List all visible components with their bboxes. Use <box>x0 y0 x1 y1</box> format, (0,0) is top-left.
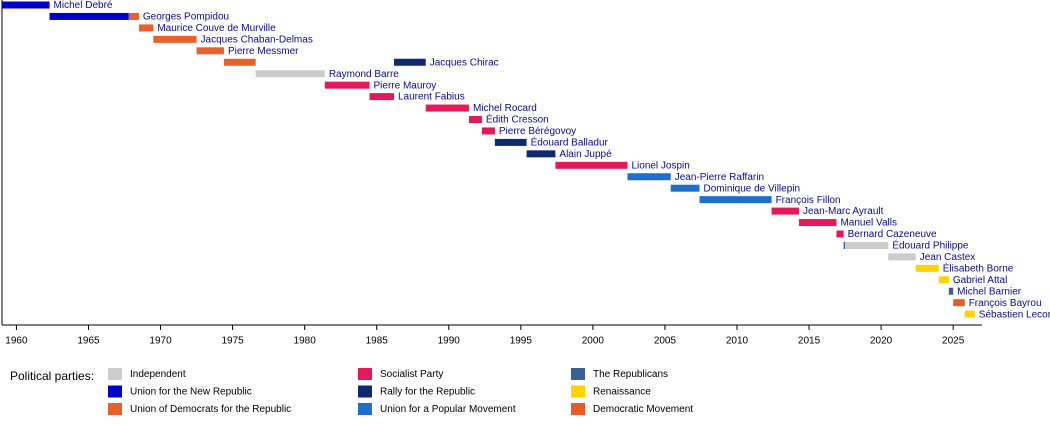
prime-minister-label: Laurent Fabius <box>398 92 465 103</box>
prime-minister-label: Jean Castex <box>920 252 976 263</box>
term-bar <box>369 93 394 101</box>
legend-label: Independent <box>130 369 186 380</box>
x-tick-label: 1980 <box>294 336 317 347</box>
prime-minister-label: Raymond Barre <box>329 69 399 80</box>
legend-label: Democratic Movement <box>593 404 693 415</box>
prime-minister-label: Maurice Couve de Murville <box>157 23 276 34</box>
term-bar <box>915 264 939 272</box>
prime-minister-label: Pierre Messmer <box>228 46 299 57</box>
term-bar <box>699 196 772 204</box>
term-bar <box>888 253 916 261</box>
prime-minister-label: Georges Pompidou <box>143 12 229 23</box>
prime-minister-label: Jean-Pierre Raffarin <box>675 172 764 183</box>
prime-minister-label: Michel Debré <box>54 0 113 11</box>
prime-minister-label: Michel Rocard <box>473 103 537 114</box>
term-bar <box>526 150 556 158</box>
term-bar <box>494 138 527 146</box>
legend-label: Union of Democrats for the Republic <box>130 404 291 415</box>
term-bar <box>481 127 495 135</box>
prime-minister-label: Lionel Jospin <box>631 160 689 171</box>
term-bar <box>843 241 846 249</box>
term-bar <box>627 173 671 181</box>
prime-minister-label: Jacques Chirac <box>430 57 499 68</box>
term-bar <box>468 116 482 123</box>
term-bar <box>223 58 256 66</box>
prime-minister-label: Édith Cresson <box>486 113 549 126</box>
x-tick-label: 2015 <box>798 336 821 347</box>
legend-title: Political parties: <box>10 369 94 383</box>
legend-label: Rally for the Republic <box>380 387 475 398</box>
x-tick-label: 1975 <box>221 336 244 347</box>
legend-label: The Republicans <box>593 369 668 380</box>
x-tick-label: 2025 <box>942 336 965 347</box>
term-bar <box>953 299 965 307</box>
term-bar <box>964 310 975 318</box>
x-tick-label: 1970 <box>149 336 172 347</box>
x-tick-label: 1990 <box>438 336 461 347</box>
prime-minister-label: Michel Barnier <box>957 286 1022 297</box>
prime-minister-label: Dominique de Villepin <box>704 183 801 194</box>
legend-swatch <box>358 368 372 380</box>
x-tick-label: 1960 <box>5 336 28 347</box>
term-bar <box>836 230 844 238</box>
term-bar <box>845 241 889 249</box>
x-tick-label: 2010 <box>726 336 749 347</box>
prime-minister-label: Jean-Marc Ayrault <box>803 206 884 217</box>
legend-swatch <box>571 385 585 398</box>
term-bar <box>798 219 837 227</box>
prime-minister-label: Bernard Cazeneuve <box>848 229 937 240</box>
x-tick-label: 2020 <box>870 336 893 347</box>
prime-minister-label: François Fillon <box>776 195 841 206</box>
prime-minister-label: Pierre Mauroy <box>374 80 437 91</box>
x-tick-label: 1995 <box>510 336 533 347</box>
term-bar <box>196 47 224 55</box>
legend-swatch <box>108 368 122 380</box>
legend-swatch <box>358 385 372 398</box>
term-bar <box>938 276 949 284</box>
legend-label: Renaissance <box>593 387 651 398</box>
legend-swatch <box>358 403 372 415</box>
term-bar <box>49 12 129 20</box>
prime-minister-label: Gabriel Attal <box>953 275 1007 286</box>
term-bar <box>324 81 370 89</box>
x-tick-label: 2005 <box>654 336 677 347</box>
term-bar <box>948 287 954 295</box>
term-bar <box>138 24 154 32</box>
term-bar <box>255 70 325 78</box>
term-bar <box>128 12 139 20</box>
legend-label: Socialist Party <box>380 369 443 380</box>
term-bar <box>555 161 628 169</box>
term-bar <box>425 104 469 112</box>
prime-minister-label: Alain Juppé <box>559 149 612 160</box>
term-bar <box>670 184 700 192</box>
legend-swatch <box>108 385 122 398</box>
legend-label: Union for a Popular Movement <box>380 404 516 415</box>
term-bar <box>153 35 197 43</box>
term-bar <box>771 207 799 215</box>
x-tick-label: 2000 <box>582 336 605 347</box>
legend-label: Union for the New Republic <box>130 387 252 398</box>
term-bar <box>394 58 426 66</box>
prime-minister-label: Élisabeth Borne <box>943 261 1014 274</box>
prime-minister-label: Édouard Balladur <box>531 136 609 149</box>
prime-minister-label: Jacques Chaban-Delmas <box>201 34 313 45</box>
prime-minister-label: Manuel Valls <box>840 218 897 229</box>
prime-minister-label: Pierre Bérégovoy <box>499 126 576 137</box>
legend-swatch <box>571 403 585 415</box>
legend-swatch <box>108 403 122 415</box>
term-bar <box>2 1 50 9</box>
legend-swatch <box>571 368 585 380</box>
prime-minister-label: Édouard Philippe <box>892 239 969 252</box>
x-tick-label: 1985 <box>366 336 389 347</box>
prime-minister-label: Sébastien Lecornu <box>979 309 1050 320</box>
x-tick-label: 1965 <box>77 336 100 347</box>
prime-minister-label: François Bayrou <box>969 298 1042 309</box>
